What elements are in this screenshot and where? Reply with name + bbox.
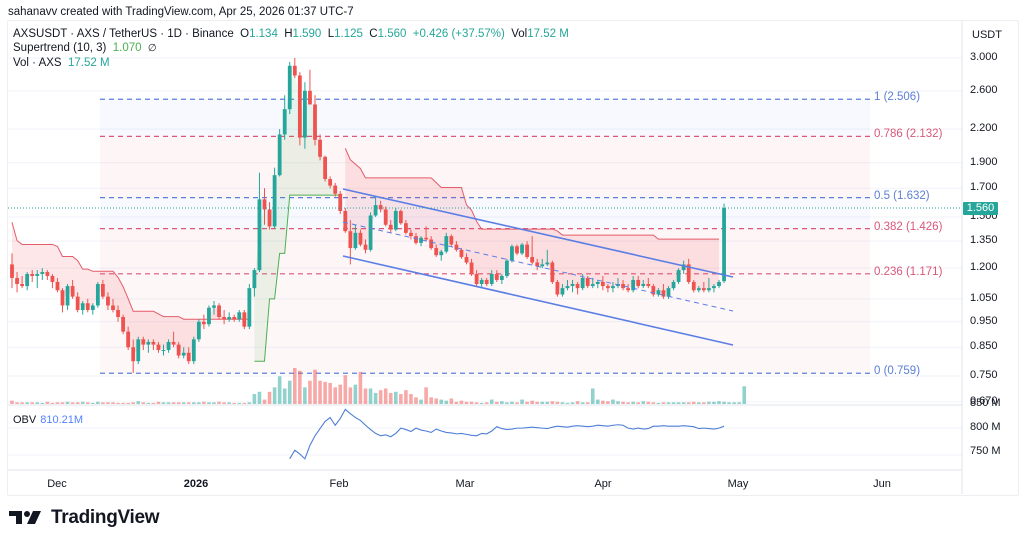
price-tick: 1.050: [970, 291, 998, 304]
chart-legend: AXSUSDT · AXS / TetherUS · 1D · Binance …: [13, 27, 569, 70]
price-tick: 1.200: [970, 261, 998, 274]
time-tick: Mar: [455, 478, 475, 490]
price-tick: 1.350: [970, 234, 998, 247]
obv-label: OBV: [13, 414, 37, 426]
hidden-source-icon[interactable]: ∅: [147, 43, 157, 54]
fib-level-label: 0.786 (2.132): [874, 128, 943, 141]
fib-level-label: 0.382 (1.426): [874, 220, 943, 233]
symbol-title[interactable]: AXSUSDT · AXS / TetherUS · 1D · Binance: [13, 28, 234, 40]
supertrend-label: Supertrend (10, 3): [13, 42, 107, 54]
price-tick: 3.000: [970, 51, 998, 63]
chart-credit: sahanavv created with TradingView.com, A…: [8, 6, 354, 18]
logo-text: TradingView: [51, 507, 160, 528]
supertrend-row[interactable]: Supertrend (10, 3) 1.070 ∅: [13, 41, 569, 56]
time-tick: 2026: [183, 478, 209, 490]
fib-level-label: 1 (2.506): [874, 91, 921, 104]
obv-tick: 750 M: [970, 445, 1001, 457]
volume-indicator-label: Vol · AXS: [13, 57, 62, 69]
low-value: 1.125: [334, 28, 363, 40]
time-tick: Dec: [47, 478, 67, 490]
close-value: 1.560: [377, 28, 407, 40]
volume-row[interactable]: Vol · AXS 17.52 M: [13, 56, 569, 70]
price-tick: 2.600: [970, 83, 998, 96]
price-tick: 2.200: [970, 122, 998, 135]
price-tick: 1.900: [970, 155, 998, 168]
obv-tick: 800 M: [970, 421, 1001, 433]
obv-tick: 850 M: [970, 397, 1001, 409]
tradingview-logo[interactable]: TradingView: [9, 507, 160, 529]
obv-legend[interactable]: OBV 810.21M: [13, 414, 83, 426]
price-tick: 0.750: [970, 369, 998, 381]
time-tick: Feb: [329, 478, 349, 490]
symbol-row: AXSUSDT · AXS / TetherUS · 1D · Binance …: [13, 28, 569, 40]
fib-level-label: 0 (0.759): [874, 365, 921, 378]
open-value: 1.134: [249, 28, 278, 40]
time-tick: Apr: [594, 478, 612, 490]
obv-value: 810.21M: [40, 414, 84, 426]
last-price-tag: 1.560: [963, 202, 998, 215]
price-tick: 0.850: [970, 340, 998, 353]
price-tick: 0.670: [970, 394, 998, 407]
supertrend-value: 1.070: [112, 42, 142, 54]
currency-unit[interactable]: USDT: [972, 29, 1002, 41]
volume-value: 17.52 M: [527, 28, 569, 40]
time-tick: May: [727, 478, 749, 490]
tradingview-logo-icon: [9, 511, 41, 524]
time-tick: Jun: [873, 478, 891, 490]
price-tick: 1.700: [970, 181, 998, 194]
chart-frame: [7, 20, 1019, 496]
volume-indicator-value: 17.52 M: [67, 57, 110, 69]
high-value: 1.590: [292, 28, 322, 40]
fib-level-label: 0.236 (1.171): [874, 265, 943, 278]
price-tick: 0.950: [970, 314, 998, 327]
fib-level-label: 0.5 (1.632): [874, 189, 930, 202]
change-value: +0.426 (+37.57%): [412, 28, 505, 40]
